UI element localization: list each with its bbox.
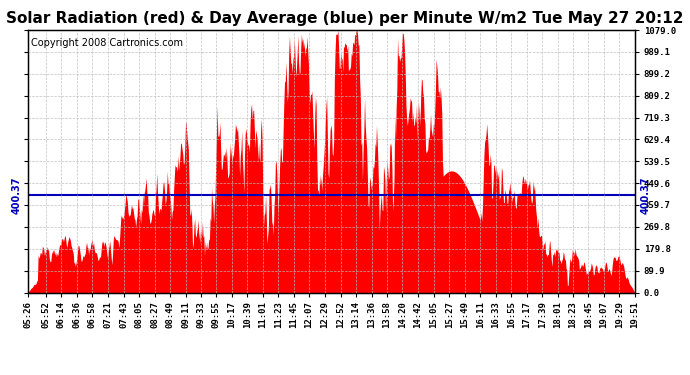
Text: Solar Radiation (red) & Day Average (blue) per Minute W/m2 Tue May 27 20:12: Solar Radiation (red) & Day Average (blu… [6, 11, 684, 26]
Text: 400.37: 400.37 [12, 176, 21, 214]
Text: 400.37: 400.37 [641, 176, 651, 214]
Text: Copyright 2008 Cartronics.com: Copyright 2008 Cartronics.com [30, 38, 183, 48]
